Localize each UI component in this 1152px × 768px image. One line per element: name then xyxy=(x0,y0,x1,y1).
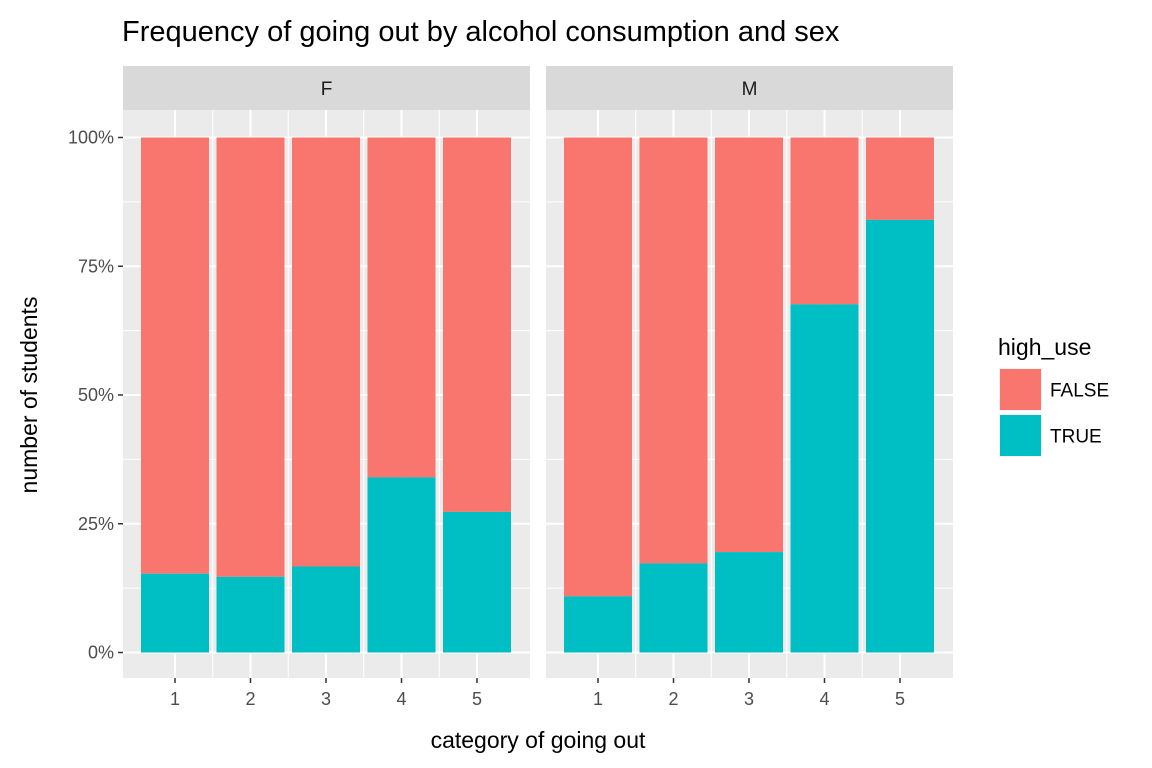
x-tick-label: 4 xyxy=(819,689,829,709)
facet-strip xyxy=(546,66,953,110)
x-tick-label: 1 xyxy=(170,689,180,709)
legend-title: high_use xyxy=(998,334,1091,360)
x-tick-label: 4 xyxy=(396,689,406,709)
bar-true-1 xyxy=(141,573,209,653)
x-tick-label: 1 xyxy=(593,689,603,709)
bar-true-5 xyxy=(866,219,934,653)
bar-true-5 xyxy=(443,511,511,653)
legend-label-false: FALSE xyxy=(1050,381,1109,402)
legend-key-true xyxy=(1000,415,1041,456)
bar-true-3 xyxy=(292,566,360,653)
y-tick-label: 50% xyxy=(78,385,114,405)
x-tick-label: 5 xyxy=(895,689,905,709)
bar-false-2 xyxy=(216,137,285,577)
y-tick-label: 0% xyxy=(88,643,114,663)
facet-strip-label: M xyxy=(742,79,758,100)
legend-label-true: TRUE xyxy=(1050,427,1102,448)
x-tick-label: 2 xyxy=(245,689,255,709)
y-axis-title: number of students xyxy=(16,297,42,494)
bar-true-3 xyxy=(715,552,783,653)
y-tick-label: 25% xyxy=(78,514,114,534)
y-axis: 0% 25% 50% 75% 100% xyxy=(68,128,123,663)
bar-true-4 xyxy=(790,304,859,653)
facet-strip-label: F xyxy=(321,79,333,100)
bar-false-1 xyxy=(141,137,209,574)
bar-false-1 xyxy=(564,137,632,597)
bar-true-4 xyxy=(367,477,436,653)
facets: F 1 2 3 4 5 M 1 2 3 4 5 xyxy=(123,66,953,709)
bar-false-4 xyxy=(790,137,859,305)
bar-true-2 xyxy=(216,576,285,653)
bar-false-2 xyxy=(639,137,708,564)
legend-key-false xyxy=(1000,369,1041,410)
chart-title: Frequency of going out by alcohol consum… xyxy=(122,16,840,48)
bar-false-4 xyxy=(367,137,436,478)
bar-true-1 xyxy=(564,596,632,653)
facet-panel-f: F 1 2 3 4 5 xyxy=(123,66,530,709)
y-tick-label: 75% xyxy=(78,256,114,276)
x-tick-label: 5 xyxy=(472,689,482,709)
bar-true-2 xyxy=(639,563,708,653)
x-tick-label: 2 xyxy=(668,689,678,709)
bar-false-3 xyxy=(715,137,783,553)
bar-false-5 xyxy=(443,137,511,512)
x-axis-title: category of going out xyxy=(431,727,646,753)
y-tick-label: 100% xyxy=(68,128,114,148)
bar-false-3 xyxy=(292,137,360,567)
legend: high_use FALSE TRUE xyxy=(998,334,1109,457)
facet-panel-m: M 1 2 3 4 5 xyxy=(546,66,953,709)
bar-false-5 xyxy=(866,137,934,220)
facet-strip xyxy=(123,66,530,110)
x-tick-label: 3 xyxy=(744,689,754,709)
x-tick-label: 3 xyxy=(321,689,331,709)
